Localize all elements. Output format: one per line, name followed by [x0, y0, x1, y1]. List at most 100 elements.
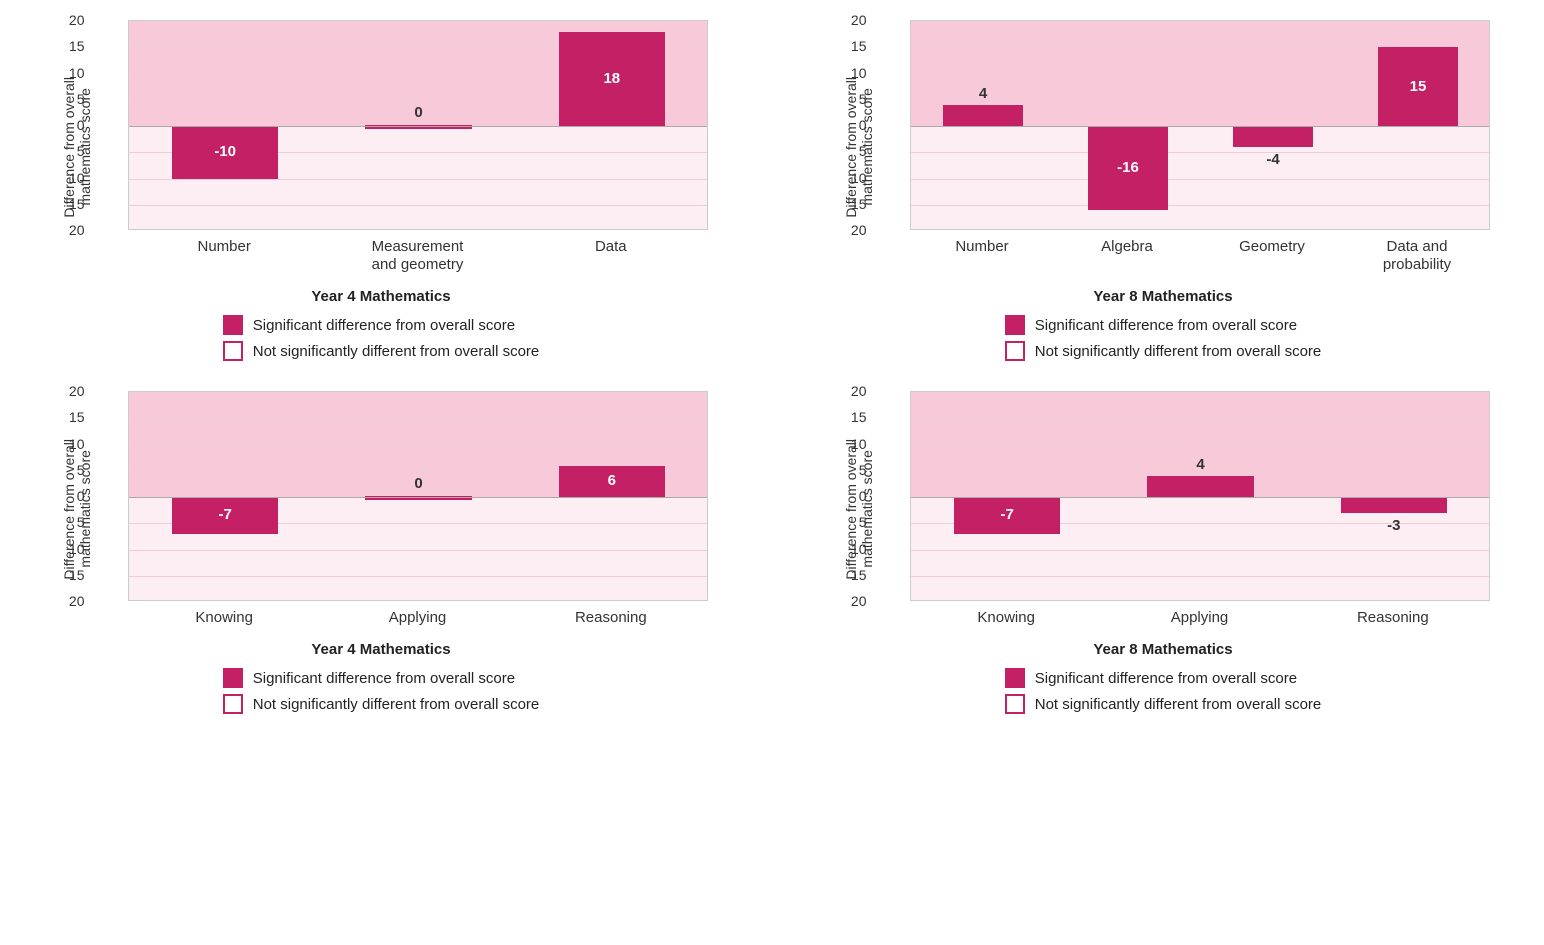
x-label: Knowing	[128, 609, 321, 627]
legend-swatch-filled	[223, 668, 243, 688]
legend-item-nonsignificant: Not significantly different from overall…	[1005, 694, 1322, 714]
gridline	[129, 550, 707, 551]
ytick-label: 10	[851, 170, 875, 186]
chart-panel: Difference from overall mathematics scor…	[20, 391, 742, 714]
ytick-label: 5	[859, 91, 875, 107]
ytick-label: 0	[77, 488, 93, 504]
zero-line	[911, 126, 1489, 127]
ytick-column: 201510505101520	[93, 20, 128, 230]
ytick-label: 20	[851, 593, 875, 609]
y-axis-label: Difference from overall mathematics scor…	[55, 439, 93, 580]
x-label: Applying	[321, 609, 514, 627]
legend-label: Not significantly different from overall…	[1035, 696, 1322, 713]
ytick-label: 20	[851, 222, 875, 238]
chart-wrap: Difference from overall mathematics scor…	[837, 20, 1490, 274]
chart-grid: Difference from overall mathematics scor…	[20, 20, 1524, 714]
bar-value-label: -16	[1088, 159, 1168, 176]
zero-line	[129, 126, 707, 127]
bar-value-label: -3	[1341, 517, 1447, 534]
legend-swatch-filled	[1005, 668, 1025, 688]
ytick-label: 0	[859, 488, 875, 504]
ytick-label: 15	[851, 567, 875, 583]
ytick-label: 10	[851, 541, 875, 557]
bar	[1147, 476, 1253, 497]
legend-item-nonsignificant: Not significantly different from overall…	[223, 341, 540, 361]
chart-title: Year 8 Mathematics	[1093, 641, 1232, 658]
ytick-column: 201510505101520	[875, 391, 910, 601]
ytick-column: 201510505101520	[93, 391, 128, 601]
chart-title: Year 4 Mathematics	[311, 641, 450, 658]
x-labels: NumberAlgebraGeometryData and probabilit…	[910, 238, 1490, 274]
legend: Significant difference from overall scor…	[223, 668, 540, 714]
bar-value-label: 0	[365, 475, 471, 492]
bar-value-label: 4	[943, 85, 1023, 102]
x-label: Data and probability	[1345, 238, 1490, 274]
ytick-label: 15	[69, 409, 93, 425]
x-label: Algebra	[1055, 238, 1200, 274]
legend-swatch-outline	[223, 694, 243, 714]
gridline	[911, 152, 1489, 153]
ytick-label: 15	[69, 567, 93, 583]
legend-swatch-outline	[223, 341, 243, 361]
chart-wrap: Difference from overall mathematics scor…	[55, 391, 708, 627]
bar-value-label: -7	[954, 506, 1060, 523]
chart-wrap: Difference from overall mathematics scor…	[837, 391, 1490, 627]
legend-swatch-filled	[1005, 315, 1025, 335]
ytick-label: 10	[69, 65, 93, 81]
chart-title: Year 4 Mathematics	[311, 288, 450, 305]
plot-row: 201510505101520-706	[93, 391, 708, 601]
y-axis-label: Difference from overall mathematics scor…	[837, 439, 875, 580]
legend-item-nonsignificant: Not significantly different from overall…	[1005, 341, 1322, 361]
ytick-label: 15	[851, 409, 875, 425]
legend-item-significant: Significant difference from overall scor…	[1005, 315, 1322, 335]
legend-item-significant: Significant difference from overall scor…	[1005, 668, 1322, 688]
bar-value-label: -4	[1233, 151, 1313, 168]
legend-label: Not significantly different from overall…	[253, 343, 540, 360]
bar-value-label: 0	[365, 104, 471, 121]
legend-label: Significant difference from overall scor…	[253, 670, 515, 687]
legend-swatch-outline	[1005, 341, 1025, 361]
ytick-label: 10	[69, 436, 93, 452]
bar	[943, 105, 1023, 126]
ytick-label: 10	[851, 65, 875, 81]
ytick-label: 20	[851, 12, 875, 28]
ytick-label: 5	[859, 514, 875, 530]
x-label: Number	[910, 238, 1055, 274]
ytick-label: 20	[69, 593, 93, 609]
plot-row: 2015105051015204-16-415	[875, 20, 1490, 230]
zero-line	[129, 497, 707, 498]
ytick-label: 15	[69, 196, 93, 212]
x-label: Reasoning	[514, 609, 707, 627]
ytick-label: 5	[859, 462, 875, 478]
gridline	[911, 205, 1489, 206]
ytick-label: 5	[77, 143, 93, 159]
gridline	[129, 445, 707, 446]
bar	[1341, 497, 1447, 513]
x-labels: NumberMeasurement and geometryData	[128, 238, 708, 274]
ytick-label: 10	[69, 170, 93, 186]
legend-label: Not significantly different from overall…	[253, 696, 540, 713]
chart-title: Year 8 Mathematics	[1093, 288, 1232, 305]
ytick-label: 10	[69, 541, 93, 557]
x-labels: KnowingApplyingReasoning	[910, 609, 1490, 627]
zero-line	[911, 497, 1489, 498]
bar-value-label: 18	[559, 70, 665, 87]
legend-swatch-outline	[1005, 694, 1025, 714]
ytick-label: 5	[77, 91, 93, 107]
x-label: Geometry	[1200, 238, 1345, 274]
chart-panel: Difference from overall mathematics scor…	[802, 20, 1524, 361]
x-label: Number	[128, 238, 321, 274]
gridline	[911, 445, 1489, 446]
legend: Significant difference from overall scor…	[1005, 315, 1322, 361]
ytick-label: 15	[851, 196, 875, 212]
x-label: Measurement and geometry	[321, 238, 514, 274]
legend-swatch-filled	[223, 315, 243, 335]
x-label: Applying	[1103, 609, 1296, 627]
x-label: Data	[514, 238, 707, 274]
bar-value-label: 4	[1147, 456, 1253, 473]
legend: Significant difference from overall scor…	[223, 315, 540, 361]
plot-row: 201510505101520-10018	[93, 20, 708, 230]
plot-area: 4-16-415	[910, 20, 1490, 230]
x-label: Knowing	[910, 609, 1103, 627]
gridline	[129, 205, 707, 206]
